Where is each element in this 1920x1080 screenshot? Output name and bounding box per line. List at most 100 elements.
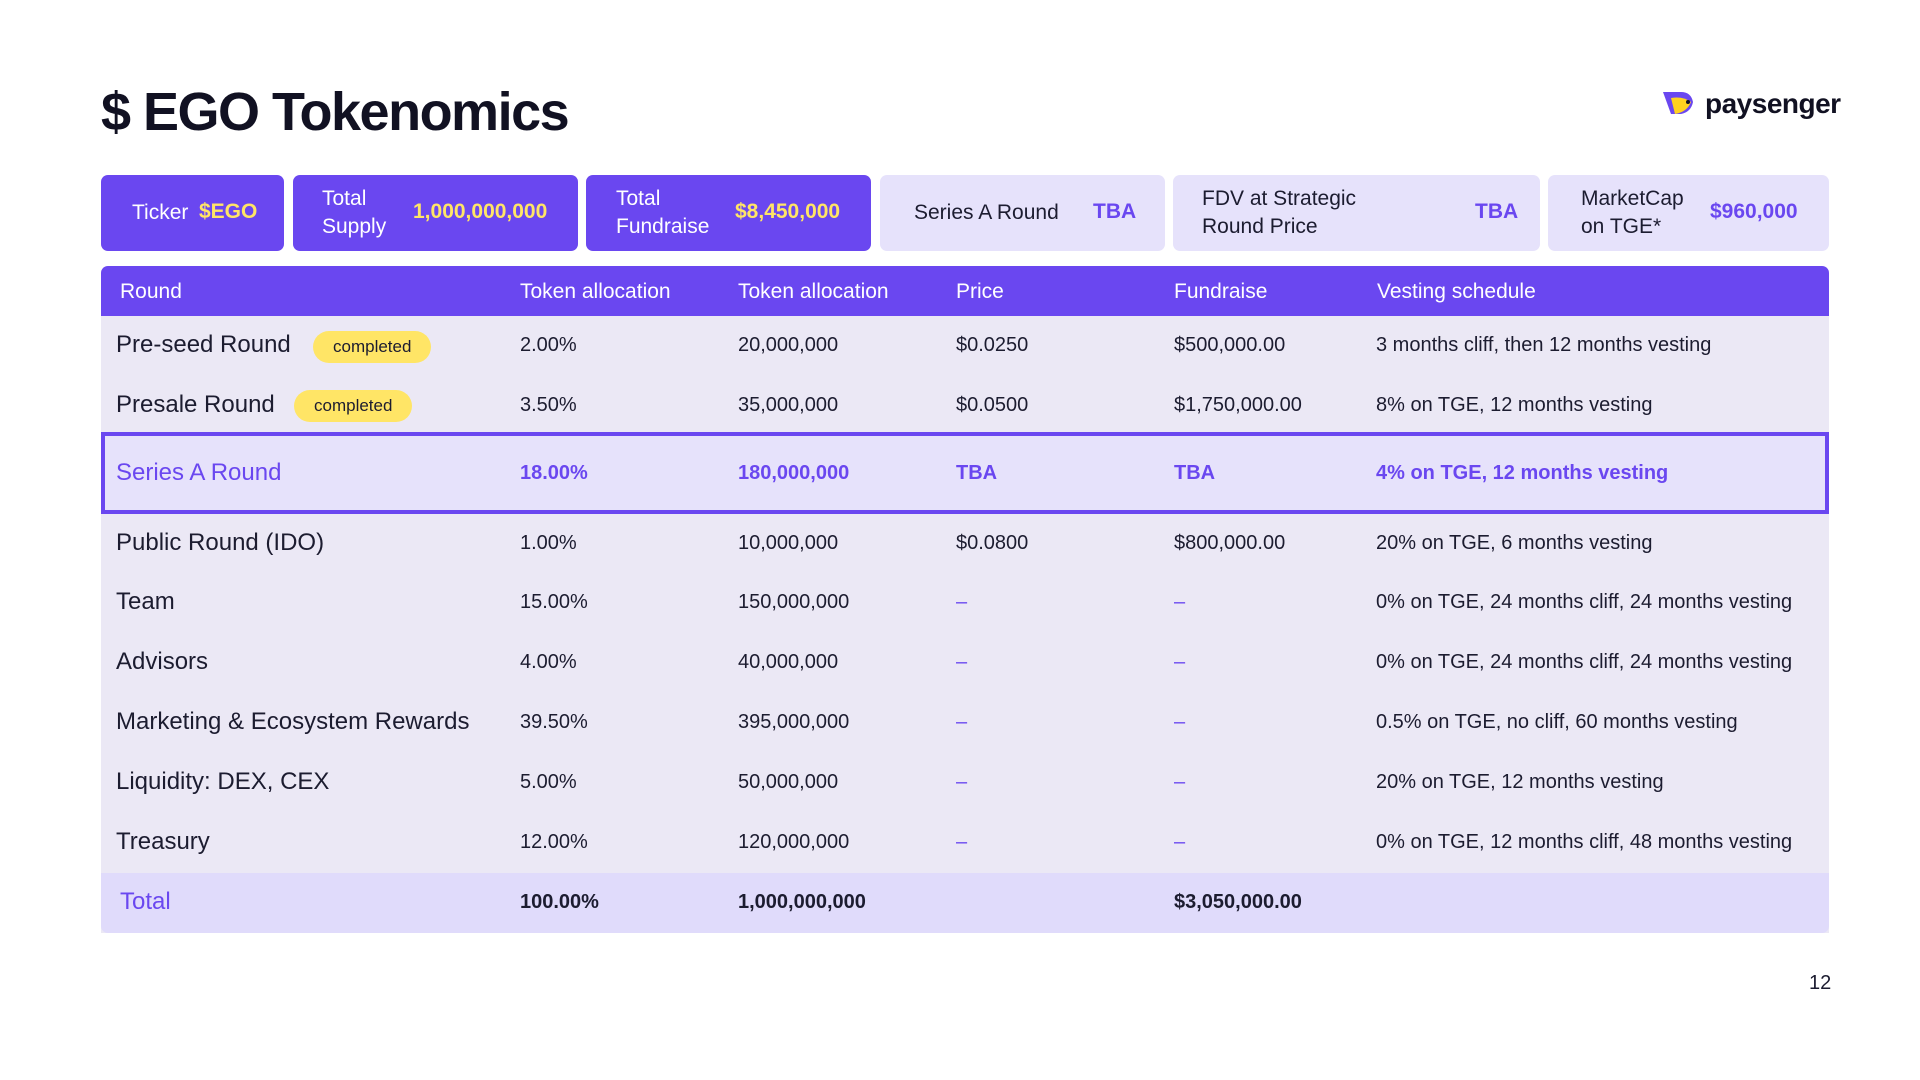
- row-round: Marketing & Ecosystem Rewards: [116, 708, 470, 735]
- fdv-card: FDV at Strategic Round Price TBA: [1173, 175, 1540, 251]
- total-tokens: 1,000,000,000: [738, 891, 866, 913]
- total-pct: 100.00%: [520, 891, 599, 913]
- header-vesting: Vesting schedule: [1377, 280, 1536, 303]
- card-value: $960,000: [1710, 200, 1798, 223]
- row-tokens: 10,000,000: [738, 532, 839, 554]
- row-vesting: 8% on TGE, 12 months vesting: [1376, 394, 1653, 416]
- page-title: $ EGO Tokenomics: [101, 82, 570, 142]
- table-body: Pre-seed Round completed 2.00% 20,000,00…: [101, 316, 1829, 933]
- row-tokens: 150,000,000: [738, 591, 850, 613]
- row-pct: 3.50%: [520, 394, 577, 416]
- table-row: Pre-seed Round completed 2.00% 20,000,00…: [101, 316, 1829, 376]
- row-fundraise: TBA: [1174, 462, 1216, 484]
- row-fundraise: $500,000.00: [1174, 334, 1286, 356]
- page-number: 12: [1809, 972, 1832, 994]
- card-label: Total Fundraise: [616, 187, 710, 238]
- header-fundraise: Fundraise: [1174, 280, 1268, 303]
- card-value: $EGO: [199, 200, 258, 223]
- row-vesting: 20% on TGE, 6 months vesting: [1376, 532, 1653, 554]
- row-tokens: 180,000,000: [738, 462, 850, 484]
- logo-text: paysenger: [1705, 88, 1841, 119]
- row-fundraise: $1,750,000.00: [1174, 394, 1302, 416]
- row-vesting: 3 months cliff, then 12 months vesting: [1376, 334, 1712, 356]
- row-vesting: 0% on TGE, 12 months cliff, 48 months ve…: [1376, 831, 1793, 853]
- row-price: –: [956, 651, 968, 673]
- row-price: –: [956, 771, 968, 793]
- row-pct: 5.00%: [520, 771, 577, 793]
- row-price: –: [956, 831, 968, 853]
- row-round: Presale Round: [116, 391, 275, 418]
- row-tokens: 20,000,000: [738, 334, 839, 356]
- card-label: Series A Round: [914, 201, 1059, 224]
- row-fundraise: –: [1174, 591, 1186, 613]
- row-pct: 12.00%: [520, 831, 588, 853]
- total-fundraise: $3,050,000.00: [1174, 891, 1302, 913]
- row-tokens: 40,000,000: [738, 651, 839, 673]
- card-label: MarketCap on TGE*: [1581, 187, 1684, 238]
- row-vesting: 0.5% on TGE, no cliff, 60 months vesting: [1376, 711, 1738, 733]
- row-pct: 1.00%: [520, 532, 577, 554]
- card-value: 1,000,000,000: [413, 200, 548, 223]
- row-round: Public Round (IDO): [116, 529, 325, 556]
- row-vesting: 0% on TGE, 24 months cliff, 24 months ve…: [1376, 651, 1793, 673]
- row-round: Liquidity: DEX, CEX: [116, 768, 330, 795]
- row-tokens: 35,000,000: [738, 394, 839, 416]
- status-badge: completed: [294, 390, 413, 422]
- row-price: TBA: [956, 462, 998, 484]
- row-round: Team: [116, 588, 175, 615]
- row-fundraise: –: [1174, 711, 1186, 733]
- table-row-total: Total 100.00% 1,000,000,000 $3,050,000.0…: [101, 873, 1829, 933]
- ticker-card: Ticker $EGO: [101, 175, 284, 251]
- row-fundraise: –: [1174, 771, 1186, 793]
- marketcap-card: MarketCap on TGE* $960,000: [1548, 175, 1829, 251]
- row-round: Advisors: [116, 648, 209, 675]
- table-row-highlighted: Series A Round 18.00% 180,000,000 TBA TB…: [101, 432, 1829, 514]
- table-row: Advisors 4.00% 40,000,000 – – 0% on TGE,…: [101, 633, 1829, 693]
- row-round: Treasury: [116, 828, 210, 855]
- table-row: Liquidity: DEX, CEX 5.00% 50,000,000 – –…: [101, 753, 1829, 813]
- row-pct: 4.00%: [520, 651, 577, 673]
- header-round: Round: [120, 280, 182, 303]
- total-supply-card: Total Supply 1,000,000,000: [293, 175, 578, 251]
- card-value: TBA: [1093, 200, 1137, 223]
- row-price: $0.0250: [956, 334, 1029, 356]
- row-price: $0.0800: [956, 532, 1029, 554]
- row-pct: 15.00%: [520, 591, 588, 613]
- paysenger-bird-icon: [1663, 92, 1693, 114]
- table-row: Treasury 12.00% 120,000,000 – – 0% on TG…: [101, 813, 1829, 873]
- row-pct: 18.00%: [520, 462, 588, 484]
- header-price: Price: [956, 280, 1004, 303]
- row-tokens: 50,000,000: [738, 771, 839, 793]
- table-header: Round Token allocation Token allocation …: [101, 266, 1829, 316]
- table-row: Marketing & Ecosystem Rewards 39.50% 395…: [101, 693, 1829, 753]
- row-vesting: 0% on TGE, 24 months cliff, 24 months ve…: [1376, 591, 1793, 613]
- total-fundraise-card: Total Fundraise $8,450,000: [586, 175, 871, 251]
- row-vesting: 20% on TGE, 12 months vesting: [1376, 771, 1664, 793]
- row-price: $0.0500: [956, 394, 1029, 416]
- row-fundraise: –: [1174, 651, 1186, 673]
- row-round: Series A Round: [116, 459, 282, 486]
- card-value: $8,450,000: [735, 200, 841, 223]
- row-fundraise: –: [1174, 831, 1186, 853]
- table-row: Team 15.00% 150,000,000 – – 0% on TGE, 2…: [101, 573, 1829, 633]
- header-token-amount: Token allocation: [738, 280, 889, 303]
- card-label: Ticker: [132, 201, 189, 224]
- card-value: TBA: [1475, 200, 1519, 223]
- table-row: Public Round (IDO) 1.00% 10,000,000 $0.0…: [101, 514, 1829, 573]
- table-row: Presale Round completed 3.50% 35,000,000…: [101, 376, 1829, 432]
- row-price: –: [956, 591, 968, 613]
- paysenger-logo: paysenger: [1661, 88, 1841, 120]
- row-pct: 39.50%: [520, 711, 588, 733]
- row-round: Pre-seed Round: [116, 331, 291, 358]
- card-label: Total Supply: [322, 187, 387, 238]
- header-token-pct: Token allocation: [520, 280, 671, 303]
- series-a-card: Series A Round TBA: [880, 175, 1165, 251]
- status-badge: completed: [313, 331, 432, 363]
- total-label: Total: [120, 888, 171, 915]
- row-tokens: 120,000,000: [738, 831, 850, 853]
- row-fundraise: $800,000.00: [1174, 532, 1286, 554]
- row-price: –: [956, 711, 968, 733]
- tokenomics-table: Round Token allocation Token allocation …: [101, 266, 1829, 933]
- row-vesting: 4% on TGE, 12 months vesting: [1376, 462, 1669, 484]
- row-tokens: 395,000,000: [738, 711, 850, 733]
